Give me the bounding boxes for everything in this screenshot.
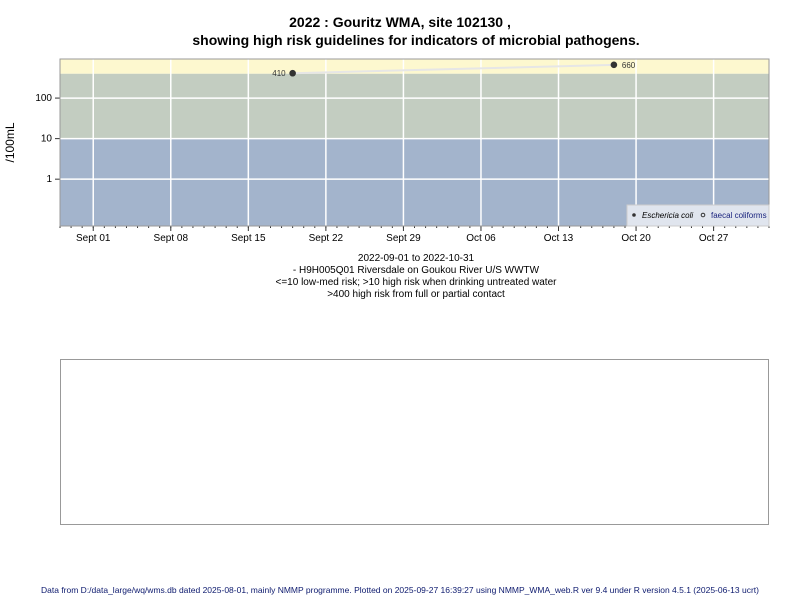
empty-panel	[60, 359, 769, 525]
data-point	[610, 61, 618, 69]
x-tick-label: Oct 13	[544, 233, 574, 244]
x-tick-label: Sept 29	[386, 233, 421, 244]
chart-title-line2: showing high risk guidelines for indicat…	[192, 32, 640, 48]
x-tick-label: Oct 20	[621, 233, 651, 244]
x-tick-label: Oct 06	[466, 233, 496, 244]
x-tick-label: Sept 15	[231, 233, 266, 244]
y-axis-label: /100mL	[3, 122, 17, 162]
subtitle-site: - H9H005Q01 Riversdale on Goukou River U…	[292, 265, 540, 276]
y-tick-label: 1	[46, 174, 52, 185]
subtitle-guideline-high: >400 high risk from full or partial cont…	[327, 289, 505, 300]
chart: 1 10 100 Sept 01 Sept 08 Sept 15 Sept 22 Sept 2…	[3, 58, 770, 244]
legend-label-faecal: faecal coliforms	[711, 211, 767, 220]
legend-box	[626, 204, 770, 227]
x-tick-label: Oct 27	[699, 233, 729, 244]
subtitle-daterange: 2022-09-01 to 2022-10-31	[357, 253, 475, 264]
chart-title-line1: 2022 : Gouritz WMA, site 102130 ,	[289, 14, 511, 30]
series-line	[292, 63, 614, 75]
data-label: 660	[622, 61, 636, 70]
legend-label-ecoli: Eschericia coli	[642, 211, 693, 220]
legend-marker-faecal	[700, 212, 706, 218]
data-label: 410	[272, 69, 286, 78]
plot-frame	[59, 58, 770, 227]
footer-note: Data from D:/data_large/wq/wms.db dated …	[41, 585, 759, 595]
subtitle-guideline-low: <=10 low-med risk; >10 high risk when dr…	[275, 277, 557, 288]
y-tick-label: 100	[35, 93, 52, 104]
risk-band-1	[60, 73, 769, 139]
risk-band-2	[60, 59, 769, 74]
legend-marker-ecoli	[632, 213, 636, 217]
data-point	[289, 69, 296, 77]
x-tick-label: Sept 08	[154, 233, 189, 244]
y-tick-label: 10	[41, 134, 53, 145]
x-tick-label: Sept 01	[76, 233, 111, 244]
x-tick-label: Sept 22	[309, 233, 344, 244]
